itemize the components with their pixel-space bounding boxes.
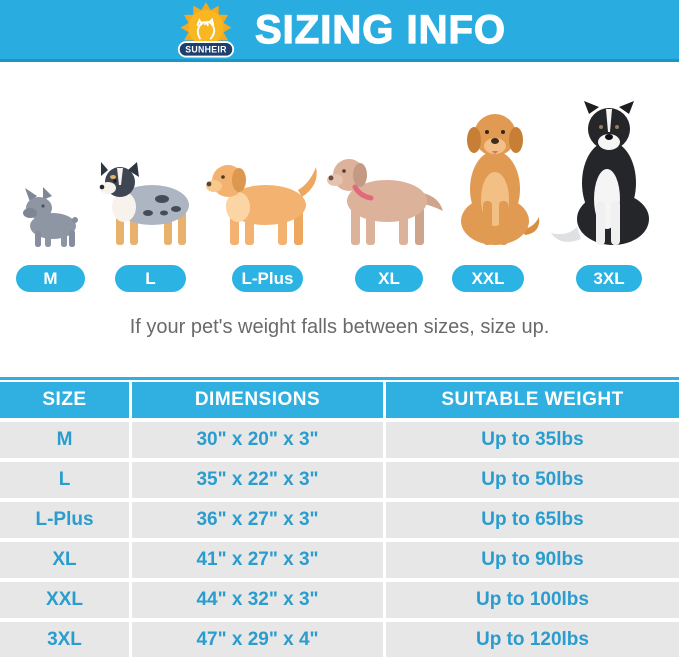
border-collie-icon bbox=[551, 101, 649, 245]
cell-weight: Up to 100lbs bbox=[386, 582, 679, 618]
size-pill-xxl: XXL bbox=[452, 265, 524, 292]
page-title: SIZING INFO bbox=[254, 7, 506, 52]
cell-weight: Up to 35lbs bbox=[386, 422, 679, 458]
table-header-row: SIZE DIMENSIONS SUITABLE WEIGHT bbox=[0, 382, 679, 418]
french-bulldog-icon bbox=[23, 187, 78, 247]
cell-dimensions: 35" x 22" x 3" bbox=[132, 462, 383, 498]
brand-name: SUNHEIR bbox=[185, 45, 227, 55]
dog-illustration-m bbox=[16, 187, 80, 247]
size-table: SIZE DIMENSIONS SUITABLE WEIGHT M 30" x … bbox=[0, 377, 679, 657]
size-pill-xl: XL bbox=[355, 265, 423, 292]
cell-dimensions: 36" x 27" x 3" bbox=[132, 502, 383, 538]
golden-dog-icon bbox=[206, 165, 317, 245]
cell-dimensions: 41" x 27" x 3" bbox=[132, 542, 383, 578]
table-row-m: M 30" x 20" x 3" Up to 35lbs bbox=[0, 422, 679, 458]
table-row-l-plus: L-Plus 36" x 27" x 3" Up to 65lbs bbox=[0, 502, 679, 538]
header-bar: SUNHEIR SIZING INFO bbox=[0, 0, 679, 62]
column-header-size: SIZE bbox=[0, 382, 129, 418]
table-row-3xl: 3XL 47" x 29" x 4" Up to 120lbs bbox=[0, 622, 679, 657]
cell-weight: Up to 90lbs bbox=[386, 542, 679, 578]
dog-illustration-xl bbox=[327, 149, 443, 247]
size-pill-l-plus: L-Plus bbox=[232, 265, 303, 292]
golden-retriever-icon bbox=[461, 114, 540, 245]
cell-size: 3XL bbox=[0, 622, 129, 657]
dog-illustration-3xl bbox=[549, 101, 667, 247]
dog-illustration-l bbox=[94, 155, 200, 247]
sizing-note: If your pet's weight falls between sizes… bbox=[129, 316, 550, 338]
cell-size: M bbox=[0, 422, 129, 458]
column-header-dimensions: DIMENSIONS bbox=[132, 382, 383, 418]
cell-weight: Up to 65lbs bbox=[386, 502, 679, 538]
sunheir-sunburst-logo-icon: SUNHEIR bbox=[177, 2, 235, 58]
dog-illustration-l-plus bbox=[204, 157, 322, 247]
dog-illustration-xxl bbox=[449, 105, 541, 247]
size-pill-3xl: 3XL bbox=[576, 265, 642, 292]
cell-dimensions: 30" x 20" x 3" bbox=[132, 422, 383, 458]
cell-size: XXL bbox=[0, 582, 129, 618]
australian-shepherd-icon bbox=[99, 162, 189, 245]
size-pill-l: L bbox=[115, 265, 186, 292]
table-row-l: L 35" x 22" x 3" Up to 50lbs bbox=[0, 462, 679, 498]
cell-dimensions: 47" x 29" x 4" bbox=[132, 622, 383, 657]
cell-size: L bbox=[0, 462, 129, 498]
table-row-xxl: XXL 44" x 32" x 3" Up to 100lbs bbox=[0, 582, 679, 618]
cell-size: XL bbox=[0, 542, 129, 578]
cell-dimensions: 44" x 32" x 3" bbox=[132, 582, 383, 618]
labrador-icon bbox=[327, 159, 443, 245]
dog-size-lineup bbox=[0, 62, 679, 260]
column-header-suitable-weight: SUITABLE WEIGHT bbox=[386, 382, 679, 418]
cell-size: L-Plus bbox=[0, 502, 129, 538]
size-pill-m: M bbox=[16, 265, 85, 292]
table-top-rule bbox=[0, 377, 679, 380]
table-row-xl: XL 41" x 27" x 3" Up to 90lbs bbox=[0, 542, 679, 578]
cell-weight: Up to 120lbs bbox=[386, 622, 679, 657]
cell-weight: Up to 50lbs bbox=[386, 462, 679, 498]
two-dogs-icon bbox=[196, 17, 216, 40]
